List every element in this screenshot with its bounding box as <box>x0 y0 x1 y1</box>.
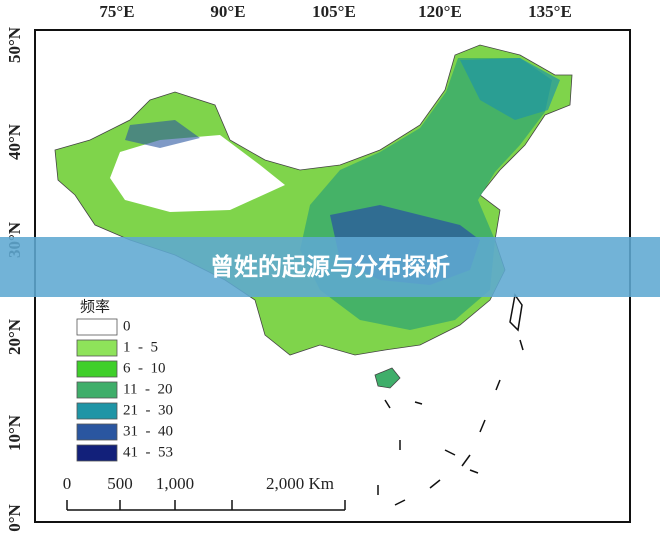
longitude-label: 75°E <box>99 2 134 21</box>
legend-swatch <box>76 423 118 441</box>
legend-label: 21 - 30 <box>123 402 173 418</box>
latitude-label: 0°N <box>5 503 24 531</box>
banner-title: 曾姓的起源与分布探析 <box>210 253 450 281</box>
region-north-blue <box>125 120 200 148</box>
legend-swatch <box>76 339 118 357</box>
legend-label: 11 - 20 <box>123 381 172 397</box>
legend-swatch <box>76 444 118 462</box>
region-northeast <box>460 58 560 120</box>
legend-swatch <box>76 360 118 378</box>
legend-swatch <box>76 402 118 420</box>
legend-title: 频率 <box>80 298 110 315</box>
legend-swatch <box>76 318 118 336</box>
scale-label: 1,000 <box>156 474 194 493</box>
region-zero <box>110 135 285 212</box>
hainan <box>374 367 401 389</box>
legend-swatch <box>76 381 118 399</box>
latitude-label: 20°N <box>5 318 24 355</box>
longitude-label: 90°E <box>210 2 245 21</box>
scale-bar <box>66 500 346 511</box>
legend-label: 0 <box>123 318 131 334</box>
longitude-label: 135°E <box>528 2 572 21</box>
legend-label: 41 - 53 <box>123 444 173 460</box>
taiwan <box>509 293 523 332</box>
legend-label: 6 - 10 <box>123 360 166 376</box>
legend-label: 1 - 5 <box>123 339 158 355</box>
latitude-label: 40°N <box>5 123 24 160</box>
title-banner <box>0 237 660 297</box>
latitude-label: 10°N <box>5 414 24 451</box>
latitude-label: 50°N <box>5 26 24 63</box>
scale-label: 0 <box>63 474 72 493</box>
scale-label: 500 <box>107 474 133 493</box>
longitude-label: 120°E <box>418 2 462 21</box>
longitude-label: 105°E <box>312 2 356 21</box>
scale-label: 2,000 Km <box>266 474 334 493</box>
legend-label: 31 - 40 <box>123 423 173 439</box>
island-dashes <box>377 339 524 506</box>
